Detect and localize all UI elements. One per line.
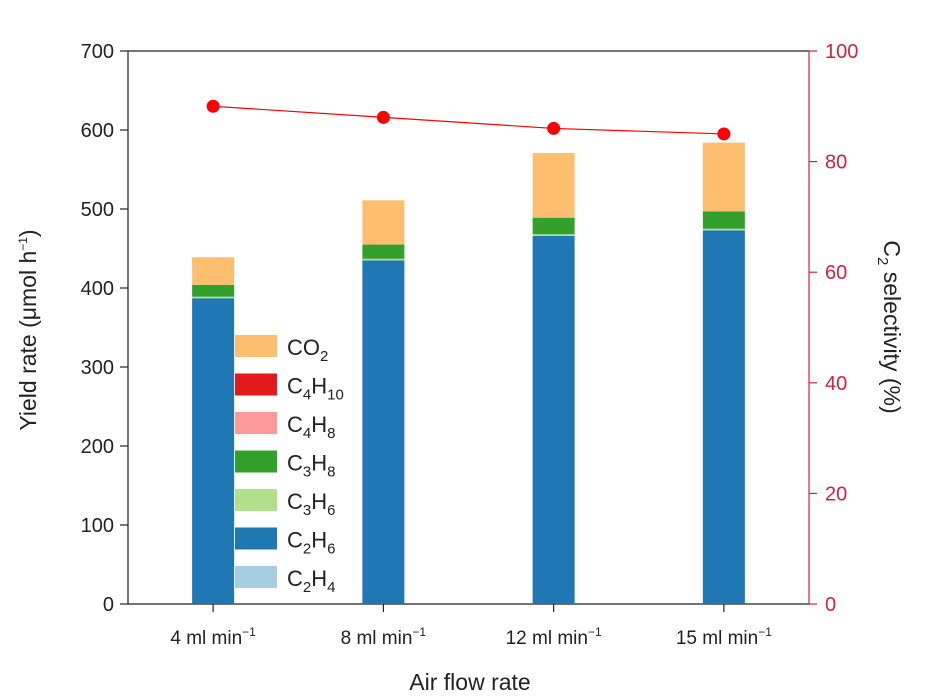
legend: CO2 C4H10 C4H8 C3H8 C3H6 C2H6 C2H4 bbox=[235, 335, 344, 596]
bar-co2 bbox=[532, 152, 575, 218]
y2-tick-label: 40 bbox=[825, 373, 847, 395]
legend-swatch-c2h4 bbox=[235, 566, 277, 588]
y2-axis-title: C2 selectivity (%) bbox=[874, 240, 905, 413]
legend-label-c3h6: C3H6 bbox=[287, 489, 335, 519]
legend-swatch-c2h6 bbox=[235, 527, 277, 550]
y2-tick-label: 80 bbox=[825, 152, 847, 174]
x-tick-label: 8 ml min−1 bbox=[341, 625, 427, 649]
axes: 0 100 200 300 400 500 600 700 0 20 40 60 80 100 4 ml m… bbox=[81, 41, 859, 649]
legend-label-c2h4: C2H4 bbox=[287, 566, 335, 596]
y2-tick-label: 0 bbox=[825, 594, 836, 616]
bar-c3h8 bbox=[192, 284, 235, 297]
bar-c2h6 bbox=[192, 298, 235, 604]
bars bbox=[192, 142, 745, 605]
y-tick-label: 200 bbox=[81, 436, 114, 458]
bar-c2h6 bbox=[362, 260, 405, 604]
legend-swatch-c3h8 bbox=[235, 450, 277, 473]
selectivity-series bbox=[206, 99, 731, 141]
selectivity-point bbox=[717, 127, 731, 141]
legend-swatch-c3h6 bbox=[235, 489, 277, 511]
selectivity-line bbox=[213, 105, 724, 135]
bar-co2 bbox=[362, 200, 405, 245]
y-tick-label: 300 bbox=[81, 357, 114, 379]
x-tick-label: 12 ml min−1 bbox=[506, 625, 602, 649]
bar-c3h6 bbox=[702, 228, 745, 231]
selectivity-point bbox=[547, 121, 561, 135]
bar-co2 bbox=[702, 142, 745, 212]
x-axis-title: Air flow rate bbox=[409, 669, 530, 695]
bar-c3h8 bbox=[702, 211, 745, 229]
y2-tick-label: 100 bbox=[825, 41, 858, 63]
legend-label-co2: CO2 bbox=[287, 335, 328, 365]
legend-swatch-c4h8 bbox=[235, 412, 277, 434]
y-tick-label: 400 bbox=[81, 278, 114, 300]
bar-co2 bbox=[192, 257, 235, 285]
bar-c2h6 bbox=[532, 235, 575, 605]
x-tick-label: 15 ml min−1 bbox=[676, 625, 772, 649]
y2-tick-label: 60 bbox=[825, 262, 847, 284]
legend-label-c3h8: C3H8 bbox=[287, 451, 335, 481]
y-tick-label: 700 bbox=[81, 41, 114, 63]
bar-c3h6 bbox=[532, 234, 575, 236]
y2-tick-label: 20 bbox=[825, 483, 847, 505]
legend-label-c2h6: C2H6 bbox=[287, 528, 335, 558]
y-tick-label: 100 bbox=[81, 515, 114, 537]
bar-c3h6 bbox=[362, 258, 405, 261]
legend-label-c4h10: C4H10 bbox=[287, 374, 344, 404]
selectivity-point bbox=[376, 110, 390, 124]
bar-c3h6 bbox=[192, 296, 235, 299]
legend-swatch-co2 bbox=[235, 335, 277, 357]
legend-swatch-c4h10 bbox=[235, 373, 277, 396]
y-tick-label: 500 bbox=[81, 199, 114, 221]
x-tick-label: 4 ml min−1 bbox=[170, 625, 256, 649]
bar-c3h8 bbox=[532, 217, 575, 235]
y-axis-title: Yield rate (μmol h−1) bbox=[15, 229, 41, 430]
y-tick-label: 0 bbox=[103, 594, 114, 616]
legend-label-c4h8: C4H8 bbox=[287, 412, 335, 442]
bar-c2h6 bbox=[702, 230, 745, 604]
y-tick-label: 600 bbox=[81, 120, 114, 142]
selectivity-point bbox=[206, 99, 220, 113]
bar-c3h8 bbox=[362, 244, 405, 259]
